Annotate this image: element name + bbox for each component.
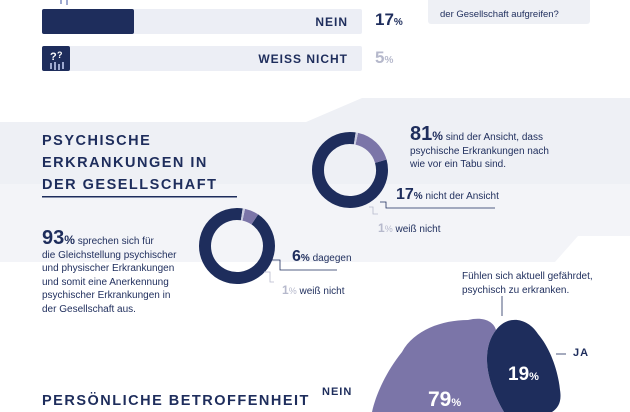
leader-equality-unknown	[264, 271, 274, 283]
section-heading-gesellschaft: PSYCHISCHE ERKRANKUNGEN IN DER GESELLSCH…	[42, 133, 218, 193]
donut-equality-third-stat: 1% weiß nicht	[282, 283, 345, 297]
leader-equality-against	[270, 259, 337, 271]
donut-equality-second-stat: 6% dagegen	[292, 248, 352, 265]
donut-equality-main-stat: 93% sprechen sich für die Gleichstellung…	[42, 227, 177, 315]
bar-fill-weiss-nicht: ? ?	[42, 46, 70, 71]
person-x-icon	[60, 0, 68, 5]
band-lower	[0, 184, 630, 262]
nein-value: 79%	[428, 388, 462, 411]
donut-equality-slice-no	[242, 208, 259, 225]
top-callout-box	[428, 0, 590, 24]
bar-label-weiss-nicht: WEISS NICHT	[258, 52, 348, 66]
blob-ja	[486, 319, 561, 412]
question-person-icon: ? ?	[50, 50, 64, 70]
blob-nein	[372, 318, 504, 412]
donut-taboo-second-stat: 17% nicht der Ansicht	[396, 186, 499, 203]
donut-taboo-third-stat: 1% weiß nicht	[378, 221, 441, 235]
ja-value: 19%	[508, 364, 539, 385]
nein-label: NEIN	[322, 386, 353, 398]
donut-equality-leaders	[264, 259, 337, 283]
donut-taboo-leaders	[369, 201, 495, 215]
bar-value-weiss-nicht: 5%	[375, 48, 394, 67]
bar-row-weiss-nicht: ? ? WEISS NICHT	[42, 46, 362, 71]
betroffenheit-question: Fühlen sich aktuell gefährdet, psychisch…	[462, 271, 593, 296]
svg-text:?: ?	[57, 50, 63, 60]
top-callout: ... der Gesellschaft aufgreifen?	[440, 0, 559, 20]
bar-value-nein: 17%	[375, 10, 403, 29]
heading-underline	[42, 196, 237, 198]
donut-taboo-slice-no	[355, 132, 387, 164]
leader-taboo-unknown	[369, 206, 378, 215]
bar-label-nein: NEIN	[315, 15, 348, 29]
leader-taboo-no	[380, 201, 495, 209]
svg-text:?: ?	[50, 51, 57, 63]
betroffenheit-blob-chart	[372, 296, 566, 412]
donut-taboo	[312, 132, 388, 208]
bar-fill-nein	[42, 9, 134, 34]
donut-equality-slice-yes	[199, 208, 275, 284]
section-heading-betroffenheit: PERSÖNLICHE BETROFFENHEIT	[42, 393, 310, 409]
ja-label: JA	[573, 347, 590, 359]
bar-row-nein: NEIN	[42, 9, 362, 34]
donut-taboo-slice-yes	[312, 132, 388, 208]
donut-taboo-main-stat: 81% sind der Ansicht, dass psychische Er…	[410, 123, 549, 170]
donut-equality	[199, 208, 275, 284]
